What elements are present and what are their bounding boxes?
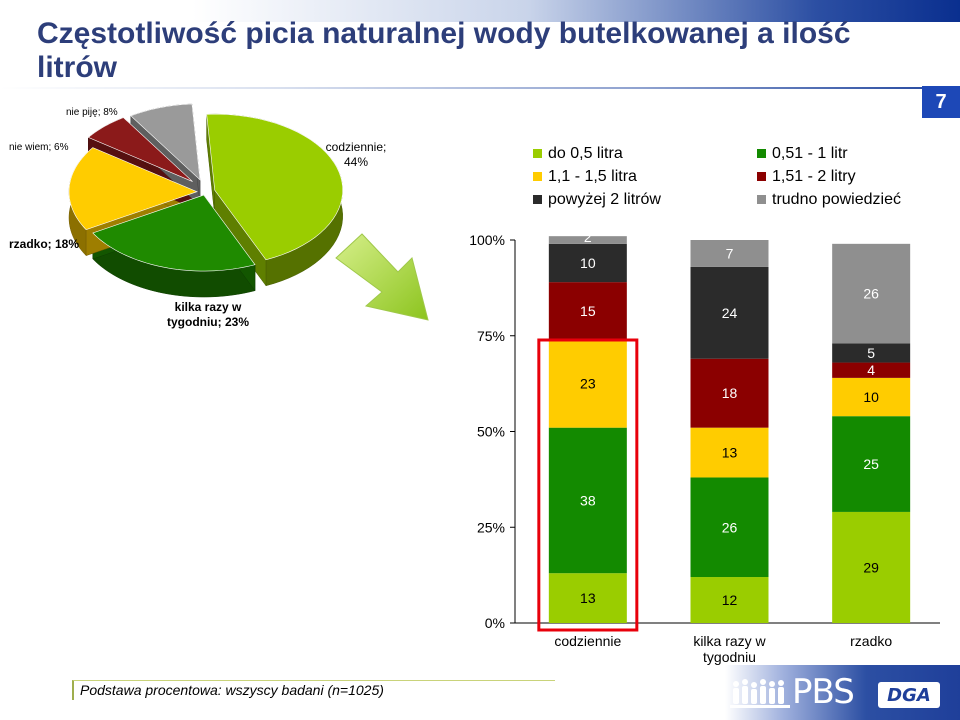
bar-segment — [690, 266, 769, 359]
pie-chart: codziennie; 44% kilka razy w tygodniu; 23% r… — [9, 103, 387, 329]
bar-segment — [690, 577, 769, 623]
bar-value-label: 10 — [580, 255, 596, 271]
pointer-arrow — [335, 233, 429, 321]
pbs-logo: PBS — [792, 672, 855, 712]
legend-label: powyżej 2 litrów — [548, 191, 661, 208]
bar-segment — [832, 511, 911, 623]
bar-segment — [832, 362, 911, 378]
pie-slice — [87, 117, 193, 182]
slide-title: Częstotliwość picia naturalnej wody bute… — [37, 17, 851, 84]
legend-item: 1,51 - 2 litry — [757, 168, 856, 185]
legend-item: 1,1 - 1,5 litra — [533, 168, 637, 185]
bar-value-label: 13 — [580, 590, 596, 606]
chart-legend: do 0,5 litra 0,51 - 1 litr 1,1 - 1,5 litra… — [533, 145, 901, 208]
x-category-label: codziennie — [554, 633, 621, 649]
bar-value-label: 5 — [867, 345, 875, 361]
legend-item: trudno powiedzieć — [757, 191, 901, 208]
pie-slice-label: kilka razy w tygodniu; 23% — [167, 300, 249, 329]
bar-value-label: 38 — [580, 492, 596, 508]
bar-value-label: 24 — [722, 305, 738, 321]
bar-value-label: 2 — [584, 229, 592, 245]
stacked-bar-chart: 0% 25% 50% 75% 100% 13 38 23 15 10 2 codziennie 12 26… — [469, 229, 940, 665]
bar-value-label: 26 — [863, 286, 879, 302]
legend-label: trudno powiedzieć — [772, 191, 901, 208]
bar-segment — [832, 243, 911, 344]
bar-segment — [548, 573, 627, 623]
y-tick-label: 25% — [477, 519, 505, 535]
legend-label: do 0,5 litra — [548, 145, 623, 162]
bar-value-label: 26 — [722, 519, 738, 535]
bar-segment — [832, 343, 911, 363]
bar-segment — [548, 282, 627, 340]
highlight-frame — [537, 338, 639, 632]
legend-item: 0,51 - 1 litr — [757, 145, 848, 162]
people-silhouettes-icon — [730, 679, 790, 708]
dga-logo: DGA — [878, 682, 940, 708]
bar-value-label: 4 — [867, 362, 875, 378]
bar-segment — [548, 427, 627, 574]
x-category-label: rzadko — [850, 633, 892, 649]
y-tick-label: 75% — [477, 328, 505, 344]
bar-value-label: 15 — [580, 303, 596, 319]
legend-item: powyżej 2 litrów — [533, 191, 661, 208]
pie-slice — [206, 113, 343, 261]
bar-segment — [548, 339, 627, 428]
bar-segment — [690, 240, 769, 267]
legend-swatch — [533, 172, 542, 181]
title-divider — [0, 87, 922, 89]
legend-swatch — [757, 149, 766, 158]
x-category-label: kilka razy w tygodniu — [693, 633, 766, 665]
bar-value-label: 10 — [863, 389, 879, 405]
legend-label: 1,1 - 1,5 litra — [548, 168, 637, 185]
y-tick-label: 100% — [469, 232, 505, 248]
pie-slice-label: rzadko; 18% — [9, 237, 79, 251]
footnote-text: Podstawa procentowa: wszyscy badani (n=1… — [80, 682, 384, 698]
pie-slice — [68, 147, 198, 230]
legend-swatch — [533, 195, 542, 204]
bar-value-label: 12 — [722, 592, 738, 608]
legend-label: 1,51 - 2 litry — [772, 168, 856, 185]
y-tick-label: 0% — [485, 615, 505, 631]
pie-slice — [92, 194, 256, 272]
pie-slice-label: nie piję; 8% — [66, 107, 118, 118]
bar-segment — [832, 416, 911, 512]
y-tick-label: 50% — [477, 424, 505, 440]
page-number-badge: 7 — [922, 86, 960, 118]
bar-segment — [548, 243, 627, 283]
legend-item: do 0,5 litra — [533, 145, 623, 162]
legend-swatch — [757, 172, 766, 181]
pie-slice-label: codziennie; 44% — [326, 140, 387, 169]
legend-swatch — [533, 149, 542, 158]
bar-value-label: 18 — [722, 385, 738, 401]
pie-slice-label: nie wiem; 6% — [9, 142, 69, 153]
legend-swatch — [757, 195, 766, 204]
bar-segment — [690, 427, 769, 478]
legend-label: 0,51 - 1 litr — [772, 145, 848, 162]
bar-value-label: 23 — [580, 376, 596, 392]
bar-value-label: 7 — [726, 245, 734, 261]
bar-segment — [548, 236, 627, 244]
pie-slice — [130, 103, 201, 181]
footnote-frame — [72, 680, 555, 700]
top-gradient-band — [0, 0, 960, 22]
bar-segment — [690, 358, 769, 428]
bar-value-label: 25 — [863, 456, 879, 472]
bar-segment — [832, 377, 911, 417]
bar-segment — [690, 477, 769, 578]
bar-value-label: 29 — [863, 559, 879, 575]
bar-value-label: 13 — [722, 445, 738, 461]
